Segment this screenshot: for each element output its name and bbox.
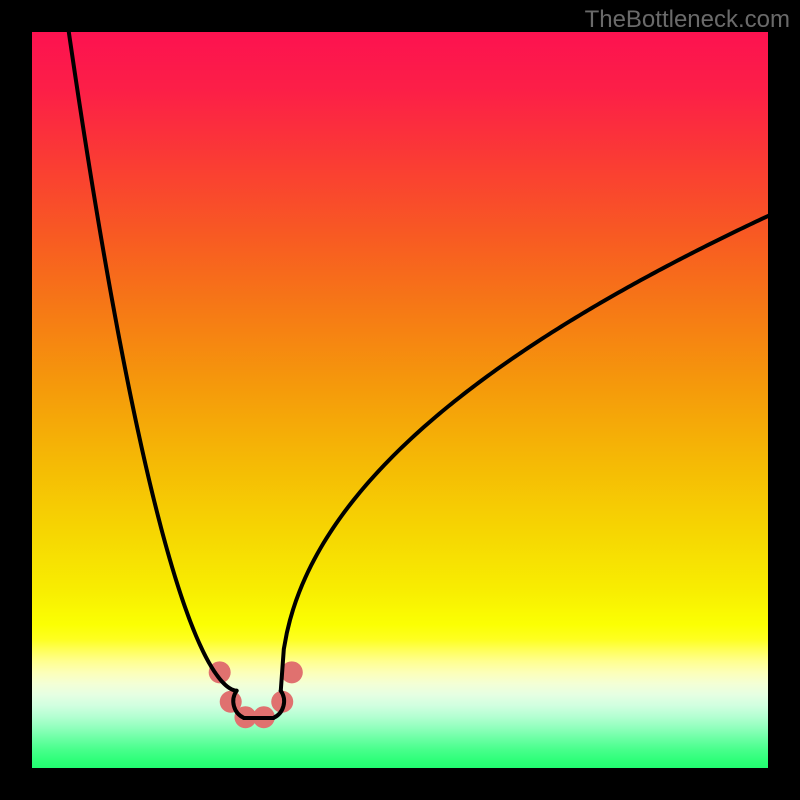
curve-layer [32, 32, 768, 768]
curve-right-branch [281, 216, 768, 691]
curve-left-branch [69, 32, 237, 691]
watermark-text: TheBottleneck.com [585, 6, 790, 34]
plot-frame [32, 32, 768, 768]
chart-root: TheBottleneck.com [0, 0, 800, 800]
